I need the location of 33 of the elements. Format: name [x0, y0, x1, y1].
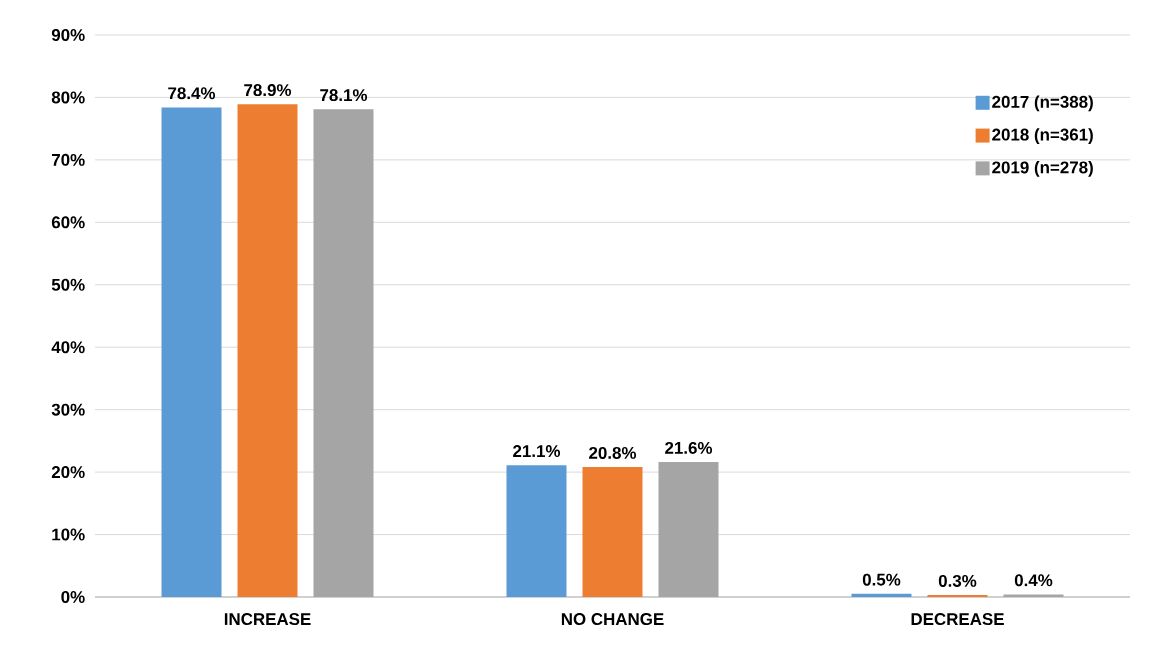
- y-tick-label: 80%: [51, 91, 85, 104]
- data-label: 21.1%: [513, 445, 561, 458]
- data-label: 0.4%: [1014, 574, 1053, 587]
- data-label: 0.5%: [862, 573, 901, 586]
- bar: [506, 465, 567, 597]
- data-label: 78.4%: [168, 87, 216, 100]
- legend-label: 2017 (n=388): [992, 95, 1093, 112]
- bar: [582, 467, 643, 597]
- x-tick-label: INCREASE: [224, 613, 311, 626]
- legend-label: 2018 (n=361): [992, 128, 1093, 144]
- data-label: 20.8%: [589, 446, 637, 459]
- y-tick-label: 90%: [51, 28, 85, 41]
- data-label: 0.3%: [938, 574, 977, 587]
- y-tick-label: 40%: [51, 341, 85, 354]
- bar: [851, 593, 912, 597]
- y-tick-label: 30%: [51, 403, 85, 416]
- bar: [658, 462, 719, 597]
- x-tick-label: DECREASE: [911, 613, 1004, 626]
- y-tick-label: 60%: [51, 216, 85, 229]
- y-tick-label: 0%: [61, 590, 85, 603]
- x-tick-label: NO CHANGE: [561, 613, 664, 626]
- y-tick-label: 50%: [51, 278, 85, 291]
- bar: [237, 104, 298, 597]
- y-tick-label: 20%: [51, 466, 85, 479]
- data-label: 78.9%: [244, 84, 292, 97]
- data-label: 21.6%: [665, 441, 713, 454]
- bar: [1003, 594, 1064, 597]
- bar: [161, 107, 222, 597]
- bar: [313, 109, 374, 597]
- y-tick-label: 70%: [52, 153, 85, 166]
- data-label: 78.1%: [320, 89, 368, 102]
- legend-label: 2019 (n=278): [992, 160, 1093, 177]
- y-tick-label: 10%: [52, 528, 85, 541]
